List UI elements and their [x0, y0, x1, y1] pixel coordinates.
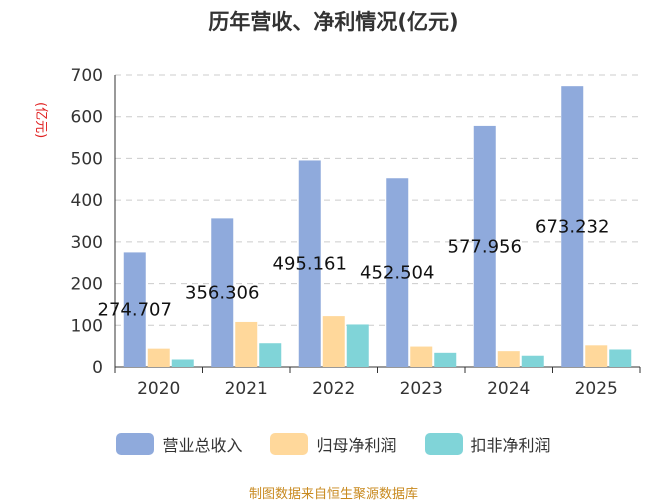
bar-0 — [386, 178, 409, 367]
bar-0 — [298, 160, 321, 367]
bar-1 — [147, 348, 170, 367]
legend-swatch — [424, 433, 463, 455]
bar-2 — [171, 359, 194, 367]
legend-label: 营业总收入 — [162, 436, 243, 455]
legend-item[interactable]: 营业总收入 — [116, 432, 242, 456]
bar-0 — [561, 86, 584, 367]
legend-item[interactable]: 归母净利润 — [270, 432, 397, 456]
bar-2 — [521, 355, 544, 367]
y-tick-label: 600 — [71, 108, 103, 128]
x-tick-label: 2020 — [137, 379, 180, 399]
data-label: 452.504 — [360, 263, 434, 284]
source-note: 制图数据来自恒生聚源数据库 — [248, 487, 418, 502]
bar-2 — [609, 349, 632, 367]
bar-2 — [259, 343, 282, 367]
bar-0 — [211, 218, 234, 367]
y-tick-label: 100 — [71, 316, 103, 336]
bar-0 — [123, 252, 146, 367]
x-tick-label: 2021 — [225, 379, 268, 399]
data-label: 577.956 — [448, 236, 522, 257]
bar-1 — [497, 351, 520, 367]
y-tick-label: 700 — [71, 66, 103, 86]
x-tick-label: 2024 — [487, 379, 530, 399]
legend-swatch — [116, 433, 155, 455]
bar-1 — [235, 321, 258, 367]
y-tick-label: 300 — [71, 233, 103, 253]
bar-1 — [410, 346, 433, 367]
y-tick-label: 400 — [71, 191, 103, 211]
y-tick-label: 200 — [71, 275, 103, 295]
bar-1 — [585, 345, 608, 367]
bar-1 — [322, 316, 345, 367]
bar-2 — [346, 324, 369, 367]
legend-label: 归母净利润 — [316, 436, 397, 455]
bar-0 — [473, 125, 496, 367]
data-label: 673.232 — [535, 217, 609, 238]
legend-item[interactable]: 扣非净利润 — [424, 432, 551, 456]
x-tick-label: 2023 — [400, 379, 443, 399]
data-label: 356.306 — [185, 283, 259, 304]
y-tick-label: 0 — [92, 358, 103, 378]
legend-label: 扣非净利润 — [470, 436, 551, 455]
bar-2 — [434, 352, 457, 367]
data-label: 274.707 — [98, 300, 172, 321]
x-tick-label: 2022 — [312, 379, 355, 399]
chart-title: 历年营收、净利情况(亿元) — [208, 10, 459, 34]
data-label: 495.161 — [273, 254, 347, 275]
legend-swatch — [270, 433, 309, 455]
y-tick-label: 500 — [71, 149, 103, 169]
legend: 营业总收入 归母净利润 扣非净利润 — [0, 432, 667, 456]
plot-area: 0 100 200 300 400 500 600 700 2020 274.707 2021 356… — [71, 66, 641, 399]
x-tick-label: 2025 — [575, 379, 618, 399]
